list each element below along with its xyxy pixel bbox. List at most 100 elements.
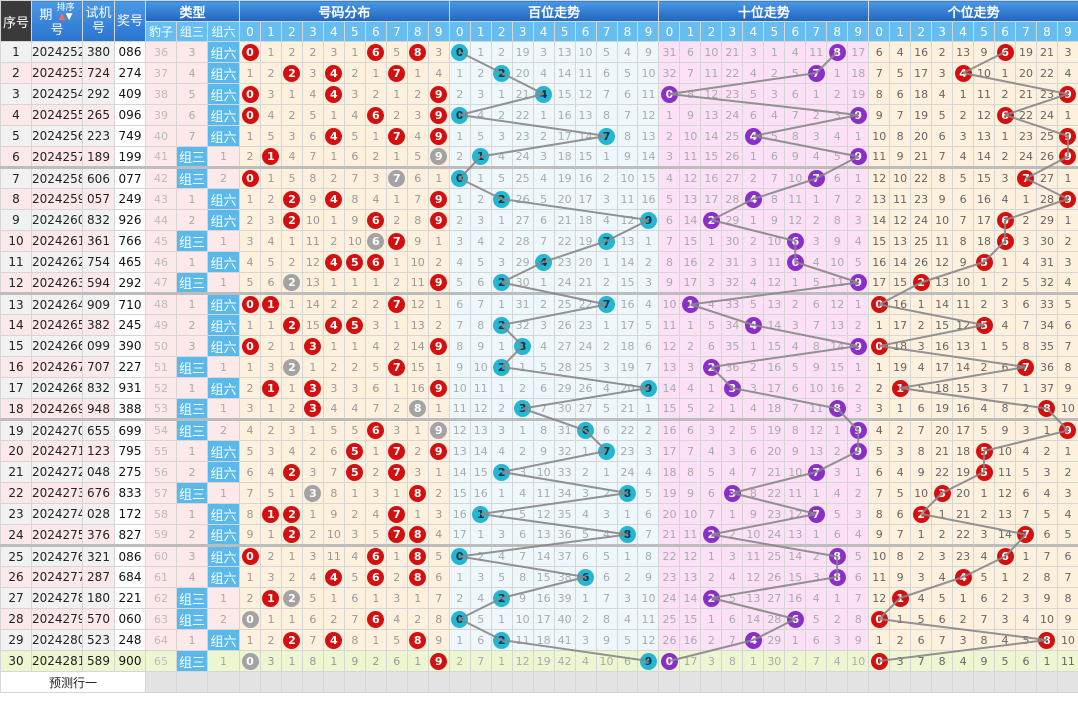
distribution-cell: 2 — [385, 104, 408, 126]
row-period: 2024274 — [31, 503, 83, 525]
table-row: 29 2024280 523 248 64 1 组六 1 2 2 7 4 8 1 5 8 9 1 6 2 11 18 41 3… — [0, 629, 1078, 651]
sort-toggle[interactable]: 排序 ▲▼ — [56, 3, 75, 22]
number-ball: 9 — [430, 211, 448, 229]
units-cell: 3 — [910, 335, 933, 357]
number-ball: 5 — [346, 253, 364, 271]
predict-cell[interactable] — [176, 671, 208, 693]
tens-cell: 6 — [658, 209, 681, 231]
type-cell: 56 — [145, 461, 177, 483]
distribution-cell: 3 — [343, 83, 366, 105]
header-period[interactable]: 期 排序 ▲▼ 号 — [31, 0, 83, 42]
predict-cell[interactable] — [847, 671, 870, 693]
number-ball: 0 — [241, 652, 259, 670]
predict-cell[interactable] — [805, 671, 828, 693]
tens-cell: 11 — [700, 62, 723, 84]
predict-cell[interactable] — [889, 671, 912, 693]
units-cell: 2 — [994, 587, 1016, 609]
hundreds-cell: 5 — [616, 62, 639, 84]
hundreds-ball: 9 — [639, 379, 657, 397]
predict-cell[interactable] — [784, 671, 807, 693]
tens-cell: 13 — [679, 188, 702, 210]
distribution-cell: 4 — [280, 146, 303, 169]
hundreds-cell: 3 — [595, 188, 618, 210]
distribution-cell: 9 — [343, 650, 366, 672]
units-cell: 8 — [973, 629, 996, 651]
predict-cell[interactable] — [206, 671, 241, 693]
predict-cell[interactable] — [868, 671, 891, 693]
predict-cell[interactable] — [343, 671, 366, 693]
predict-cell[interactable] — [973, 671, 996, 693]
distribution-cell: 3 — [343, 524, 366, 547]
hundreds-cell: 2 — [448, 587, 471, 609]
predict-cell[interactable] — [532, 671, 555, 693]
predict-cell[interactable] — [910, 671, 933, 693]
distribution-cell: 5 — [343, 419, 366, 441]
predict-cell[interactable] — [145, 671, 177, 693]
tens-cell: 3 — [847, 503, 870, 525]
predict-cell[interactable] — [763, 671, 786, 693]
distribution-cell: 7 — [406, 188, 429, 210]
predict-cell[interactable] — [595, 671, 618, 693]
predict-cell[interactable] — [721, 671, 744, 693]
number-ball: 0 — [241, 85, 259, 103]
header-hundreds-digit-8: 8 — [616, 21, 639, 42]
units-cell: 5 — [910, 377, 933, 399]
predict-cell[interactable] — [931, 671, 954, 693]
row-prize-number: 699 — [114, 419, 146, 441]
predict-cell[interactable] — [1015, 671, 1037, 693]
distribution-cell: 1 — [385, 314, 408, 336]
predict-cell[interactable] — [490, 671, 513, 693]
units-ball: 5 — [975, 442, 993, 460]
predict-cell[interactable] — [1056, 671, 1078, 693]
tens-cell: 11 — [805, 398, 828, 421]
tens-cell: 3 — [805, 125, 828, 147]
row-period: 2024255 — [31, 104, 83, 126]
predict-cell[interactable] — [469, 671, 492, 693]
predict-cell[interactable] — [574, 671, 597, 693]
predict-cell[interactable] — [658, 671, 681, 693]
predict-cell[interactable] — [301, 671, 324, 693]
header-type: 类型 — [144, 0, 241, 22]
hundreds-cell: 30 — [511, 272, 534, 295]
tens-cell: 2 — [826, 83, 849, 105]
tens-cell: 27 — [763, 587, 786, 609]
header-period-a: 期 — [39, 8, 53, 23]
predict-cell[interactable] — [406, 671, 429, 693]
tens-ball: 9 — [849, 106, 867, 124]
predict-cell[interactable] — [448, 671, 471, 693]
predict-cell[interactable] — [826, 671, 849, 693]
predict-cell[interactable] — [637, 671, 660, 693]
hundreds-cell: 1 — [490, 83, 513, 105]
hundreds-cell: 15 — [469, 461, 492, 483]
distribution-cell: 2 — [301, 41, 324, 63]
row-period: 2024265 — [31, 314, 83, 336]
predict-cell[interactable] — [700, 671, 723, 693]
sort-up-icon[interactable]: ▲ — [58, 12, 66, 22]
row-period: 2024270 — [31, 419, 83, 441]
predict-cell[interactable] — [679, 671, 702, 693]
tens-ball: 2 — [702, 211, 720, 229]
predict-cell[interactable] — [616, 671, 639, 693]
predict-cell[interactable] — [239, 671, 261, 693]
predict-cell[interactable] — [952, 671, 975, 693]
predict-cell[interactable] — [364, 671, 387, 693]
tens-cell: 1 — [847, 461, 870, 483]
distribution-cell: 7 — [385, 503, 408, 525]
units-cell: 1 — [1056, 440, 1078, 462]
tens-cell: 19 — [847, 83, 870, 105]
predict-cell[interactable] — [553, 671, 576, 693]
predict-cell[interactable] — [994, 671, 1016, 693]
predict-cell[interactable] — [259, 671, 282, 693]
predict-cell[interactable] — [427, 671, 450, 693]
predict-cell[interactable] — [385, 671, 408, 693]
distribution-cell: 2 — [364, 146, 387, 169]
predict-cell[interactable] — [742, 671, 765, 693]
predict-cell[interactable] — [511, 671, 534, 693]
table-row: 16 2024267 707 227 51 组三 1 1 3 2 1 2 2 5 7 15 1 9 10 2 1 5 28 2… — [0, 356, 1078, 378]
predict-cell[interactable] — [1035, 671, 1058, 693]
predict-cell[interactable] — [280, 671, 303, 693]
distribution-cell: 2 — [280, 188, 303, 210]
predict-cell[interactable] — [322, 671, 345, 693]
distribution-cell: 3 — [343, 377, 366, 399]
hundreds-cell: 25 — [574, 356, 597, 378]
